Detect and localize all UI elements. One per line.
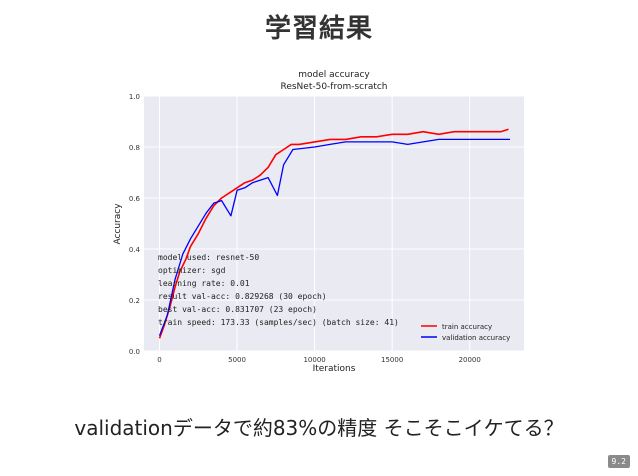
series-line-validation — [158, 138, 510, 336]
x-tick-label: 10000 — [303, 356, 325, 364]
annotation-line: best val-acc: 0.831707 (23 epoch) — [158, 305, 317, 314]
y-tick-label: 0.8 — [129, 144, 140, 152]
legend: train accuracy validation accuracy — [421, 323, 510, 342]
slide-title: 学習結果 — [264, 14, 373, 44]
legend-label: train accuracy — [442, 323, 492, 331]
series-line-train — [158, 128, 509, 339]
chart-subtitle: ResNet-50-from-scratch — [280, 82, 387, 92]
x-tick-label: 20000 — [459, 356, 481, 364]
x-axis-label: Iterations — [313, 364, 356, 374]
annotation-line: optimizer: sgd — [158, 266, 226, 275]
y-tick-label: 0.6 — [129, 195, 141, 203]
series-lines — [158, 128, 510, 339]
accuracy-chart-svg: model accuracy ResNet-50-from-scratch 0.… — [113, 70, 524, 374]
x-tick-label: 0 — [157, 356, 161, 364]
y-axis-label: Accuracy — [113, 203, 123, 245]
y-tick-label: 0.4 — [129, 246, 141, 254]
y-tick-label: 0.2 — [129, 297, 140, 305]
annotation-line: learning rate: 0.01 — [158, 279, 250, 288]
annotation-box: model used: resnet-50 optimizer: sgd learn… — [158, 253, 399, 327]
page-number: 9.2 — [607, 455, 630, 468]
slide-caption: validationデータで約83%の精度 そこそこイケてる？ — [74, 416, 564, 440]
grid-lines — [144, 95, 524, 352]
annotation-line: result val-acc: 0.829268 (30 epoch) — [158, 292, 327, 301]
y-tick-label: 0.0 — [129, 348, 140, 356]
accuracy-chart: model accuracy ResNet-50-from-scratch 0.… — [108, 64, 530, 380]
x-tick-label: 15000 — [381, 356, 403, 364]
x-tick-label: 5000 — [228, 356, 246, 364]
annotation-line: model used: resnet-50 — [158, 253, 259, 262]
chart-title: model accuracy — [298, 70, 370, 80]
legend-label: validation accuracy — [442, 334, 510, 342]
tick-labels: 0.0 0.2 0.4 0.6 0.8 1.0 0 5000 10000 15000 20000 — [129, 93, 481, 364]
y-tick-label: 1.0 — [129, 93, 140, 101]
plot-area — [144, 96, 524, 351]
annotation-line: train speed: 173.33 (samples/sec) (batch… — [158, 318, 399, 327]
